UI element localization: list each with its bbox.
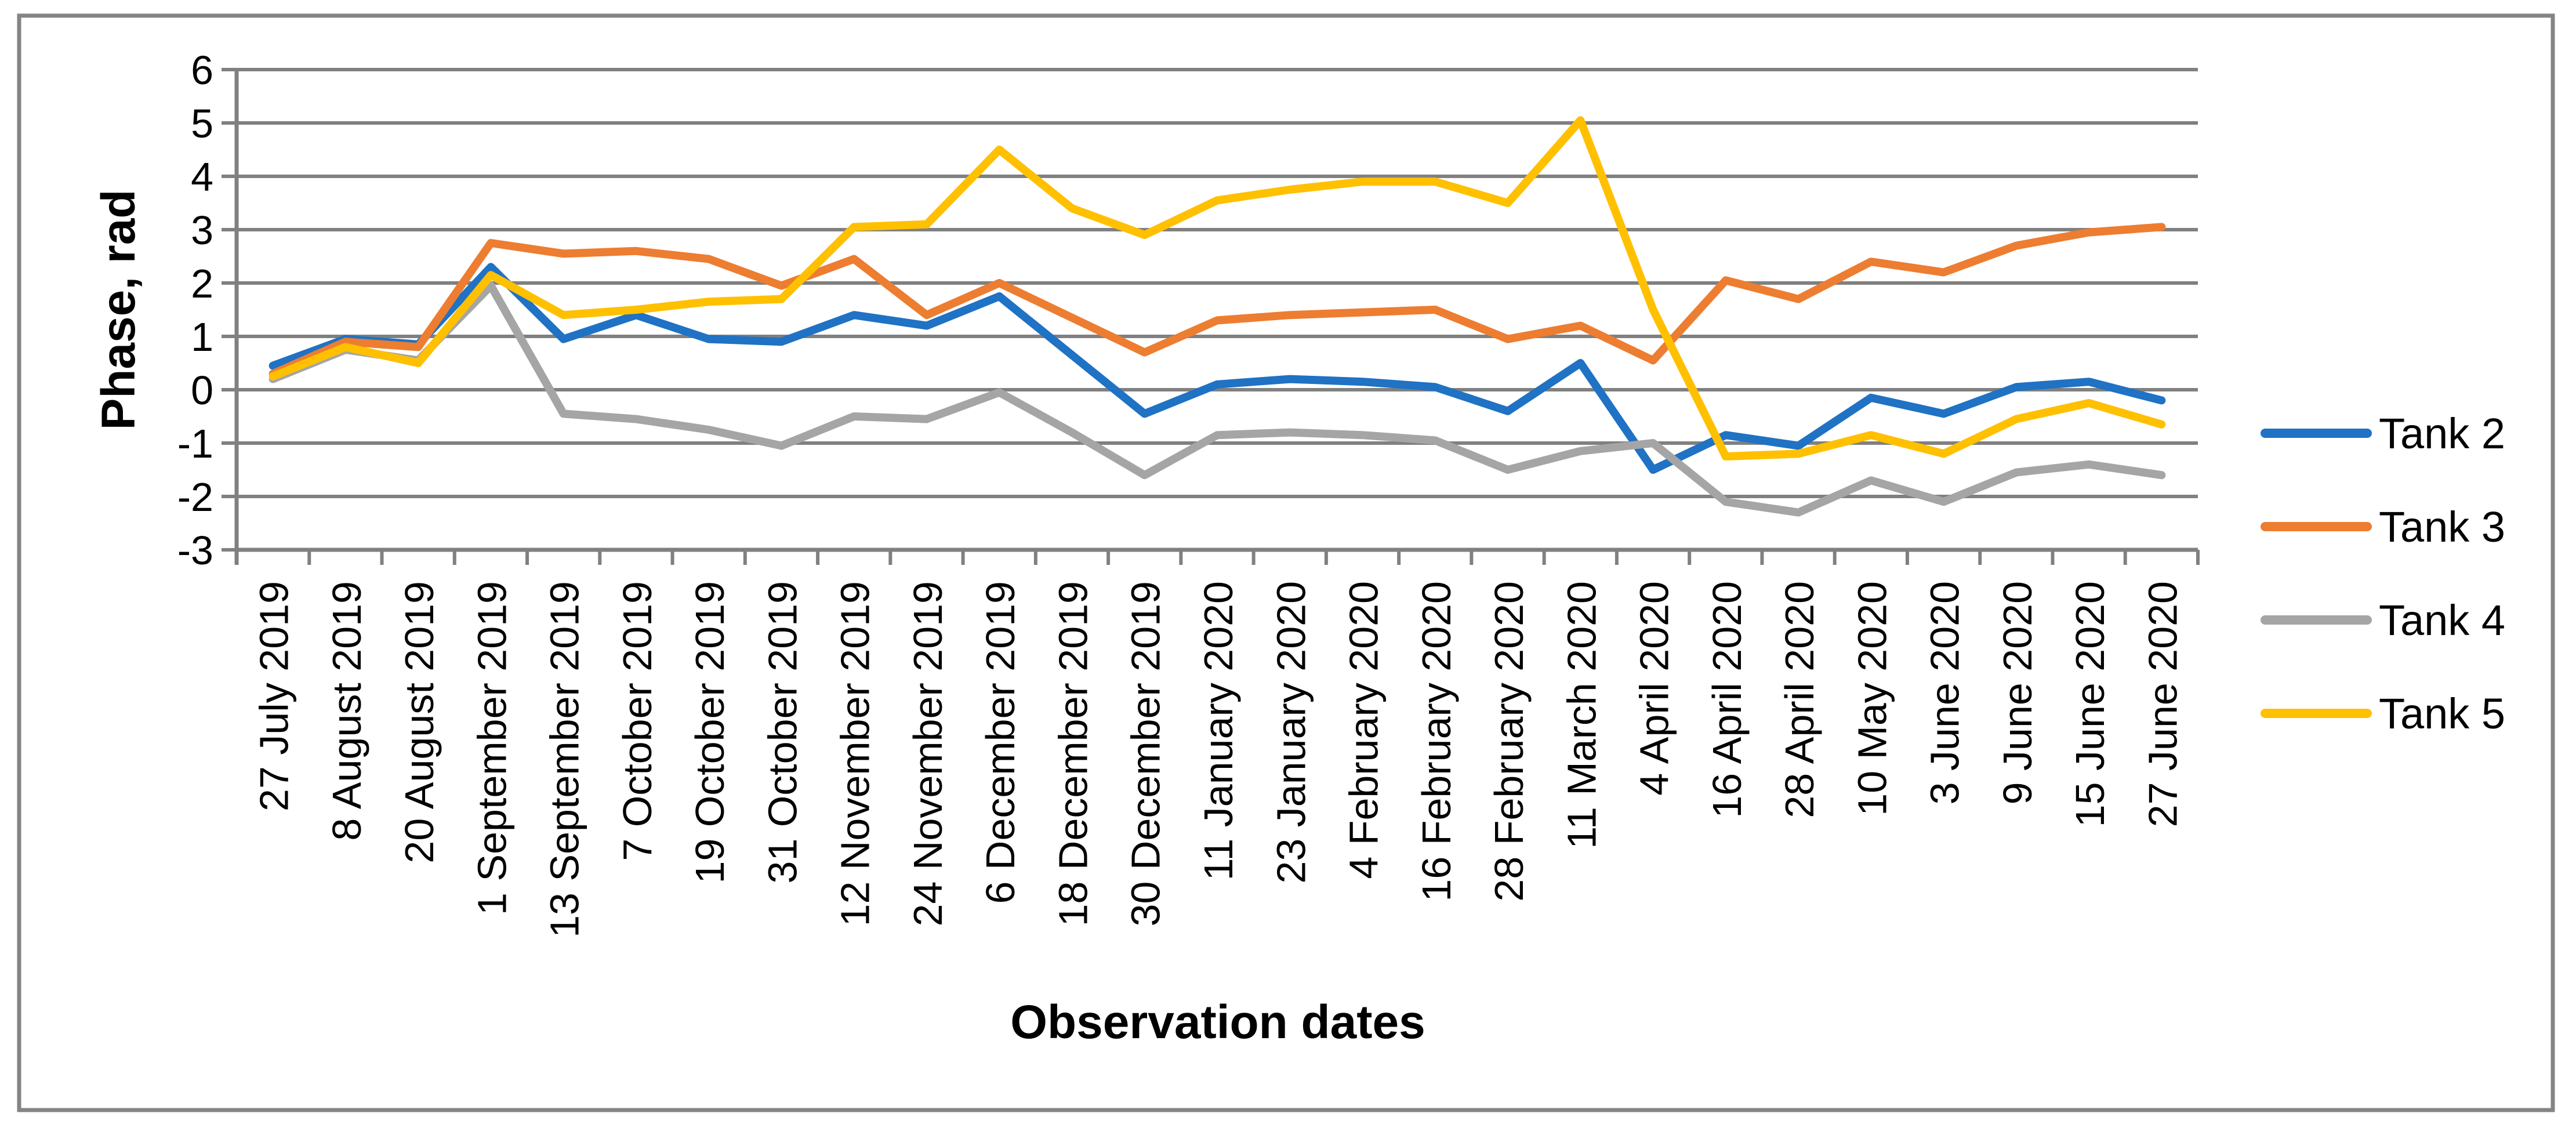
y-tick-label: 4 [191,154,213,200]
x-tick-label: 11 January 2020 [1196,581,1241,880]
legend-label: Tank 4 [2379,596,2505,644]
x-tick-label: 4 April 2020 [1632,581,1677,796]
series-line-tank-5 [269,116,2166,460]
legend-item-tank-2: Tank 2 [2261,409,2505,458]
y-tick-label: -3 [177,528,213,573]
legend-label: Tank 5 [2379,690,2505,738]
x-axis-title: Observation dates [1010,996,1425,1049]
x-tick-label: 10 May 2020 [1849,581,1895,816]
x-tick-label: 30 December 2019 [1123,581,1169,926]
chart-area-border [17,13,2555,1112]
legend-label: Tank 3 [2379,503,2505,551]
x-tick-label: 19 October 2019 [687,581,732,883]
y-tick-label: 3 [191,208,213,253]
x-tick-label: 28 February 2020 [1486,581,1532,902]
x-axis-tick-labels: 27 July 2019 8 August 2019 20 August 2019 1… [252,581,2186,938]
x-tick-label: 27 June 2020 [2140,581,2185,827]
x-tick-label: 3 June 2020 [1922,581,1968,804]
x-tick-label: 20 August 2019 [397,581,442,864]
x-tick-label: 16 February 2020 [1414,581,1459,902]
series-line-tank-2 [269,263,2166,474]
x-tick-label: 1 September 2019 [469,581,514,915]
x-tick-label: 13 September 2019 [542,581,587,938]
axis-lines [234,70,2198,565]
x-tick-label: 12 November 2019 [833,581,878,926]
data-series-lines [269,116,2166,517]
x-tick-label: 9 June 2020 [1995,581,2040,804]
gridlines [237,68,2198,552]
legend-item-tank-3: Tank 3 [2261,503,2505,551]
x-tick-label: 7 October 2019 [615,581,660,861]
y-tick-label: 5 [191,101,213,146]
y-tick-label: 2 [191,261,213,306]
legend-item-tank-4: Tank 4 [2261,596,2505,644]
x-tick-label: 24 November 2019 [905,581,950,926]
x-tick-label: 16 April 2020 [1704,581,1750,818]
x-tick-label: 4 February 2020 [1341,581,1387,879]
x-tick-label: 27 July 2019 [252,581,297,811]
y-tick-label: -2 [177,474,213,520]
series-line-tank-3 [269,223,2166,378]
x-tick-label: 6 December 2019 [978,581,1023,904]
legend-item-tank-5: Tank 5 [2261,690,2505,738]
y-axis-ticks [222,68,237,552]
x-tick-label: 15 June 2020 [2067,581,2113,827]
x-tick-label: 11 March 2020 [1559,581,1604,849]
x-tick-label: 23 January 2020 [1268,581,1314,884]
y-tick-label: -1 [177,421,213,466]
series-line-tank-4 [269,281,2166,517]
x-tick-label: 31 October 2019 [760,581,805,883]
y-tick-label: 6 [191,48,213,93]
x-tick-label: 18 December 2019 [1050,581,1095,926]
y-tick-label: 1 [191,314,213,360]
y-axis-title: Phase, rad [92,190,145,430]
y-axis-tick-labels: 6 5 4 3 2 1 0 -1 -2 -3 [177,48,213,573]
y-tick-label: 0 [191,368,213,413]
legend: Tank 2 Tank 3 Tank 4 Tank 5 [2261,409,2505,738]
x-axis-ticks [235,550,2200,565]
legend-label: Tank 2 [2379,409,2505,458]
x-tick-label: 28 April 2020 [1777,581,1822,818]
x-tick-label: 8 August 2019 [324,581,369,841]
